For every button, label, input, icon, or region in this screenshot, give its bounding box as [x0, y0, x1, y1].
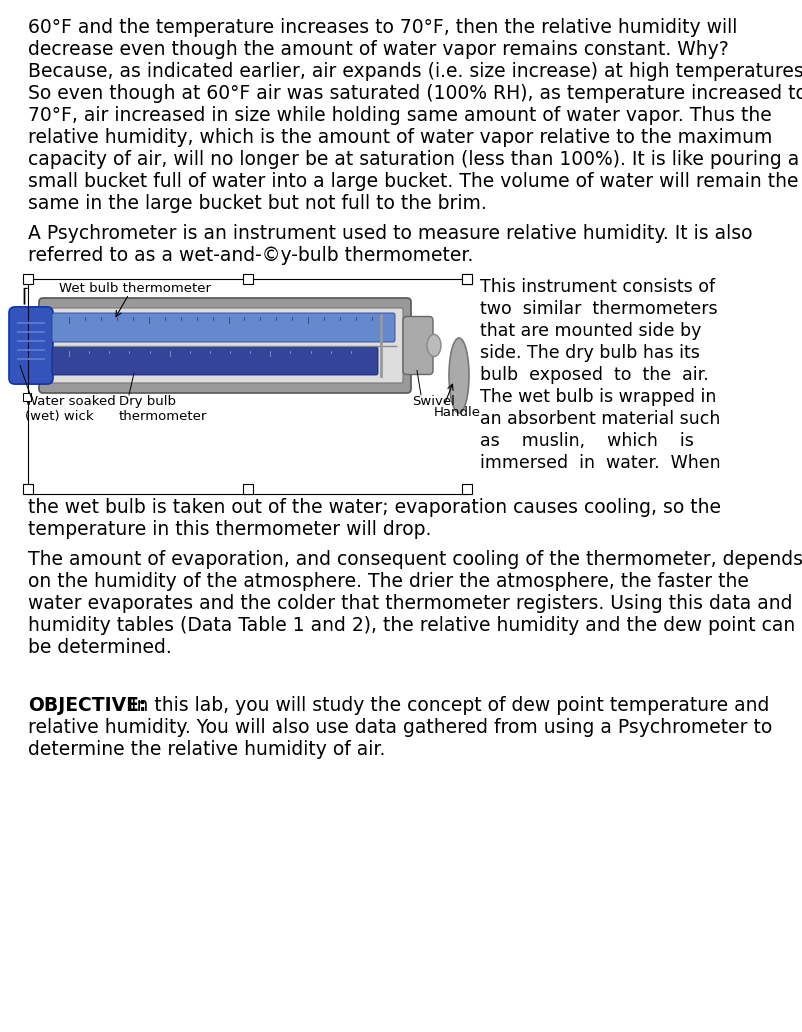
Text: determine the relative humidity of air.: determine the relative humidity of air.	[28, 740, 386, 759]
Text: capacity of air, will no longer be at saturation (less than 100%). It is like po: capacity of air, will no longer be at sa…	[28, 150, 800, 169]
Bar	[23, 275, 33, 284]
Text: humidity tables (Data Table 1 and 2), the relative humidity and the dew point ca: humidity tables (Data Table 1 and 2), th…	[28, 616, 796, 635]
Text: OBJECTIVE:: OBJECTIVE:	[28, 696, 147, 715]
Text: immersed  in  water.  When: immersed in water. When	[480, 454, 721, 472]
Text: So even though at 60°F air was saturated (100% RH), as temperature increased to: So even though at 60°F air was saturated…	[28, 84, 802, 103]
Text: The wet bulb is wrapped in: The wet bulb is wrapped in	[480, 388, 716, 406]
Text: 60°F and the temperature increases to 70°F, then the relative humidity will: 60°F and the temperature increases to 70…	[28, 18, 737, 37]
Text: on the humidity of the atmosphere. The drier the atmosphere, the faster the: on the humidity of the atmosphere. The d…	[28, 572, 749, 591]
Text: relative humidity, which is the amount of water vapor relative to the maximum: relative humidity, which is the amount o…	[28, 128, 772, 147]
Text: an absorbent material such: an absorbent material such	[480, 410, 720, 428]
Text: the wet bulb is taken out of the water; evaporation causes cooling, so the: the wet bulb is taken out of the water; …	[28, 498, 721, 517]
Text: This instrument consists of: This instrument consists of	[480, 278, 715, 296]
Ellipse shape	[449, 338, 469, 413]
Text: Wet bulb thermometer: Wet bulb thermometer	[59, 282, 211, 295]
FancyBboxPatch shape	[52, 347, 378, 375]
Text: Swivel: Swivel	[412, 395, 455, 408]
Text: temperature in this thermometer will drop.: temperature in this thermometer will dro…	[28, 520, 431, 539]
Text: 70°F, air increased in size while holding same amount of water vapor. Thus the: 70°F, air increased in size while holdin…	[28, 106, 772, 125]
Bar	[462, 484, 472, 494]
Bar	[462, 275, 472, 284]
Text: decrease even though the amount of water vapor remains constant. Why?: decrease even though the amount of water…	[28, 40, 729, 59]
Text: ⌈: ⌈	[21, 286, 29, 305]
Text: Handle: Handle	[434, 406, 481, 419]
Text: The amount of evaporation, and consequent cooling of the thermometer, depends: The amount of evaporation, and consequen…	[28, 550, 802, 569]
Text: that are mounted side by: that are mounted side by	[480, 322, 702, 340]
Text: be determined.: be determined.	[28, 638, 172, 657]
Bar	[23, 484, 33, 494]
Text: referred to as a wet-and-©y-bulb thermometer.: referred to as a wet-and-©y-bulb thermom…	[28, 246, 473, 265]
Bar	[462, 275, 472, 284]
Text: two  similar  thermometers: two similar thermometers	[480, 300, 718, 318]
Text: small bucket full of water into a large bucket. The volume of water will remain : small bucket full of water into a large …	[28, 172, 799, 191]
FancyBboxPatch shape	[52, 313, 395, 342]
Ellipse shape	[427, 334, 441, 356]
FancyBboxPatch shape	[47, 308, 403, 383]
Text: same in the large bucket but not full to the brim.: same in the large bucket but not full to…	[28, 194, 487, 213]
Text: relative humidity. You will also use data gathered from using a Psychrometer to: relative humidity. You will also use dat…	[28, 718, 772, 737]
FancyBboxPatch shape	[39, 298, 411, 393]
Text: Water soaked
(wet) wick: Water soaked (wet) wick	[25, 395, 115, 423]
FancyBboxPatch shape	[403, 317, 433, 375]
Text: Because, as indicated earlier, air expands (i.e. size increase) at high temperat: Because, as indicated earlier, air expan…	[28, 62, 802, 80]
Bar	[242, 484, 253, 494]
Text: side. The dry bulb has its: side. The dry bulb has its	[480, 344, 700, 362]
Text: water evaporates and the colder that thermometer registers. Using this data and: water evaporates and the colder that the…	[28, 594, 792, 613]
Text: Dry bulb
thermometer: Dry bulb thermometer	[119, 395, 208, 423]
Bar	[23, 393, 31, 401]
Text: as    muslin,    which    is: as muslin, which is	[480, 432, 694, 450]
Text: A Psychrometer is an instrument used to measure relative humidity. It is also: A Psychrometer is an instrument used to …	[28, 224, 752, 243]
Bar	[242, 275, 253, 284]
Text: In this lab, you will study the concept of dew point temperature and: In this lab, you will study the concept …	[125, 696, 770, 715]
Text: bulb  exposed  to  the  air.: bulb exposed to the air.	[480, 366, 709, 384]
FancyBboxPatch shape	[9, 307, 53, 384]
